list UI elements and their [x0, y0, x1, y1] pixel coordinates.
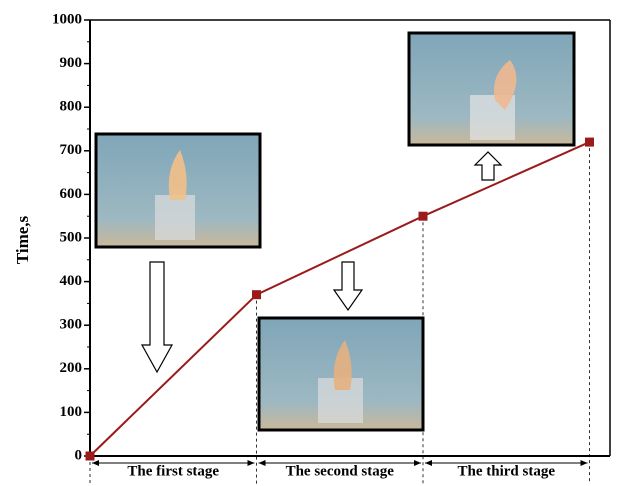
page: Time,s 0 100 200 300 400 500 600 700 800 900 1000 T… [0, 0, 620, 486]
chart: Time,s 0 100 200 300 400 500 600 700 800 900 1000 T… [0, 0, 620, 486]
y-tick-label: 700 [60, 142, 83, 158]
y-tick-label: 800 [60, 99, 83, 115]
photo [409, 33, 574, 145]
marker [252, 290, 261, 299]
y-tick-label: 900 [60, 55, 83, 71]
marker [585, 138, 594, 147]
stage-label: The second stage [286, 463, 395, 479]
photo [96, 134, 260, 247]
y-tick-label: 0 [75, 447, 83, 463]
y-tick-label: 600 [60, 186, 83, 202]
marker [419, 212, 428, 221]
stage-label: The first stage [127, 463, 219, 479]
photo [259, 318, 423, 430]
marker [86, 452, 95, 461]
y-axis-label: Time,s [13, 215, 32, 264]
y-tick-label: 200 [60, 360, 83, 376]
y-tick-label: 100 [60, 404, 83, 420]
y-tick-label: 500 [60, 229, 83, 245]
stage-label: The third stage [458, 463, 556, 479]
y-tick-label: 300 [60, 317, 83, 333]
y-tick-label: 1000 [52, 11, 82, 27]
y-tick-label: 400 [60, 273, 83, 289]
